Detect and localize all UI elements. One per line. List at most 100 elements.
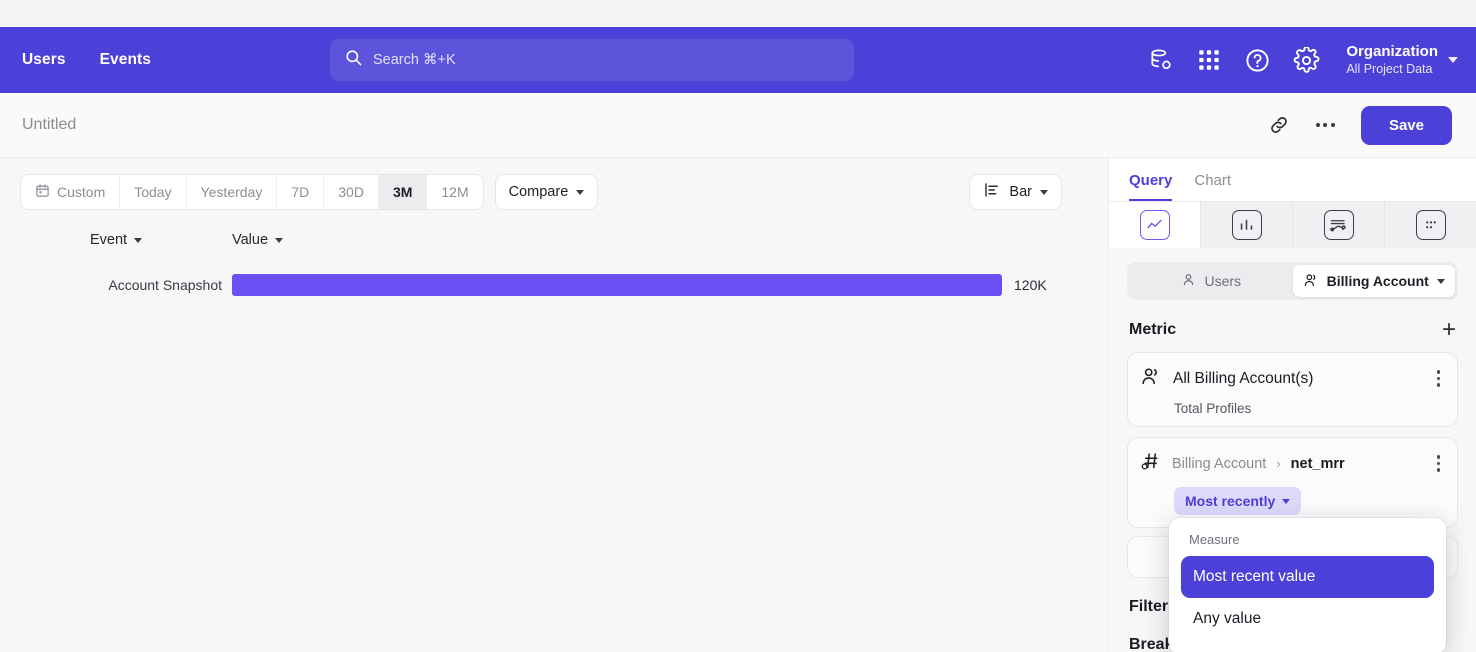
metric-card-header: All Billing Account(s) [1140, 365, 1445, 392]
column-header-value-label: Value [232, 232, 269, 248]
filter-section-title: Filter [1129, 598, 1169, 615]
filter-section-header: Filter [1109, 578, 1476, 616]
date-range-3m[interactable]: 3M [378, 175, 428, 209]
breadcrumb-separator-icon: › [1276, 456, 1281, 471]
bar-chart-icon [983, 181, 1001, 203]
data-source-icon[interactable] [1148, 47, 1174, 73]
bar-segment[interactable] [232, 274, 1002, 296]
tab-query[interactable]: Query [1129, 172, 1173, 201]
chevron-down-icon [275, 237, 284, 243]
page-title[interactable]: Untitled [22, 116, 77, 133]
nav-link-events[interactable]: Events [99, 51, 152, 68]
column-header-event[interactable]: Event [0, 232, 232, 248]
measure-chip[interactable]: Most recently [1174, 487, 1302, 515]
document-title-bar: Untitled Save [0, 93, 1476, 158]
visualization-type-row [1109, 202, 1476, 248]
measure-dropdown-group-label: Measure [1189, 532, 1240, 547]
nav-link-users[interactable]: Users [22, 51, 66, 68]
entity-segmented-control: Users Billing Account [1127, 262, 1458, 300]
chevron-down-icon [134, 237, 143, 243]
person-icon [1181, 272, 1196, 290]
global-search-input[interactable]: Search ⌘+K [330, 39, 854, 81]
window-top-strip [0, 0, 1476, 27]
metric-property-parent: Billing Account [1172, 455, 1267, 472]
top-navigation-bar: Users Events Search ⌘+K [0, 27, 1476, 93]
nav-links: Users Events [22, 51, 151, 69]
metric-section-title: Metric [1129, 321, 1177, 338]
date-range-today[interactable]: Today [120, 175, 187, 209]
viz-retention-button[interactable] [1385, 202, 1476, 248]
column-header-value[interactable]: Value [232, 232, 284, 248]
bar-track: 120K [232, 274, 1088, 296]
bar-chart-icon [1231, 210, 1262, 240]
chart-type-dropdown[interactable]: Bar [969, 174, 1062, 210]
apps-grid-icon[interactable] [1196, 47, 1222, 73]
organization-text: Organization All Project Data [1346, 43, 1438, 77]
compare-label: Compare [508, 184, 569, 200]
retention-grid-icon [1415, 210, 1446, 240]
column-header-event-label: Event [89, 232, 128, 248]
entity-toggle-users[interactable]: Users [1130, 265, 1293, 297]
title-bar-actions: Save [1268, 105, 1452, 145]
people-icon [1140, 365, 1162, 392]
date-range-30d[interactable]: 30D [324, 175, 379, 209]
entity-toggle-row: Users Billing Account [1109, 248, 1476, 300]
bar-category-label: Account Snapshot [108, 277, 222, 293]
viz-flow-button[interactable] [1293, 202, 1385, 248]
date-range-12m[interactable]: 12M [427, 175, 483, 209]
metric-property-header: Billing Account › net_mrr [1140, 450, 1445, 477]
chart-column-headers: Event Value [0, 210, 1108, 248]
date-range-segmented-control: Custom Today Yesterday 7D 30D 3M 12M [20, 174, 484, 210]
compare-dropdown[interactable]: Compare [494, 174, 599, 210]
people-icon [1303, 272, 1319, 291]
chevron-down-icon [1282, 498, 1291, 504]
metric-card[interactable]: All Billing Account(s) Total Profiles [1127, 352, 1458, 427]
flow-funnel-icon [1323, 210, 1354, 240]
metric-property-card[interactable]: Billing Account › net_mrr Most recently [1127, 437, 1458, 528]
entity-toggle-billing-account[interactable]: Billing Account [1292, 265, 1455, 297]
entity-toggle-billing-label: Billing Account [1326, 273, 1429, 289]
chevron-down-icon [1040, 189, 1048, 195]
measure-option-any-value[interactable]: Any value [1193, 610, 1262, 627]
organization-project: All Project Data [1346, 61, 1433, 76]
save-button[interactable]: Save [1360, 105, 1452, 145]
chart-toolbar: Custom Today Yesterday 7D 30D 3M 12M Com… [0, 158, 1108, 210]
chart-pane: Custom Today Yesterday 7D 30D 3M 12M Com… [0, 158, 1109, 652]
measure-dropdown-menu: Measure Most recent value Any value [1169, 518, 1446, 652]
date-range-yesterday[interactable]: Yesterday [186, 175, 278, 209]
date-range-custom-label: Custom [57, 184, 106, 200]
bar-value-label: 120K [1014, 277, 1047, 293]
chevron-down-icon [576, 189, 585, 195]
measure-option-most-recent-value[interactable]: Most recent value [1181, 556, 1434, 598]
metric-section-header: Metric + [1109, 300, 1476, 352]
number-property-icon [1140, 450, 1162, 477]
organization-name: Organization [1346, 42, 1438, 60]
help-circle-icon[interactable] [1244, 47, 1271, 74]
chevron-down-icon [1448, 57, 1458, 63]
organization-selector[interactable]: Organization All Project Data [1346, 43, 1458, 77]
search-placeholder: Search ⌘+K [373, 52, 456, 68]
metric-property-name: net_mrr [1290, 455, 1345, 472]
viz-line-chart-button[interactable] [1109, 202, 1201, 248]
chart-bar-row: Account Snapshot 120K [0, 274, 1108, 296]
chart-type-label: Bar [1009, 184, 1032, 200]
query-panel: Query Chart [1109, 158, 1476, 652]
line-chart-icon [1139, 210, 1170, 240]
viz-bar-chart-button[interactable] [1201, 202, 1293, 248]
metric-card-subtitle: Total Profiles [1174, 401, 1252, 416]
calendar-icon [35, 183, 50, 201]
date-range-custom[interactable]: Custom [21, 175, 121, 209]
date-range-7d[interactable]: 7D [277, 175, 325, 209]
nav-right-cluster: Organization All Project Data [1148, 43, 1458, 77]
tab-chart[interactable]: Chart [1194, 172, 1232, 189]
main-body: Custom Today Yesterday 7D 30D 3M 12M Com… [0, 158, 1476, 652]
more-options-icon[interactable] [1314, 117, 1337, 133]
chevron-down-icon [1436, 278, 1445, 284]
add-metric-button[interactable]: + [1441, 316, 1456, 343]
settings-gear-icon[interactable] [1293, 46, 1320, 74]
metric-card-menu-icon[interactable] [1434, 366, 1444, 391]
search-icon [344, 48, 363, 72]
metric-property-menu-icon[interactable] [1434, 451, 1444, 476]
share-link-icon[interactable] [1268, 114, 1290, 136]
